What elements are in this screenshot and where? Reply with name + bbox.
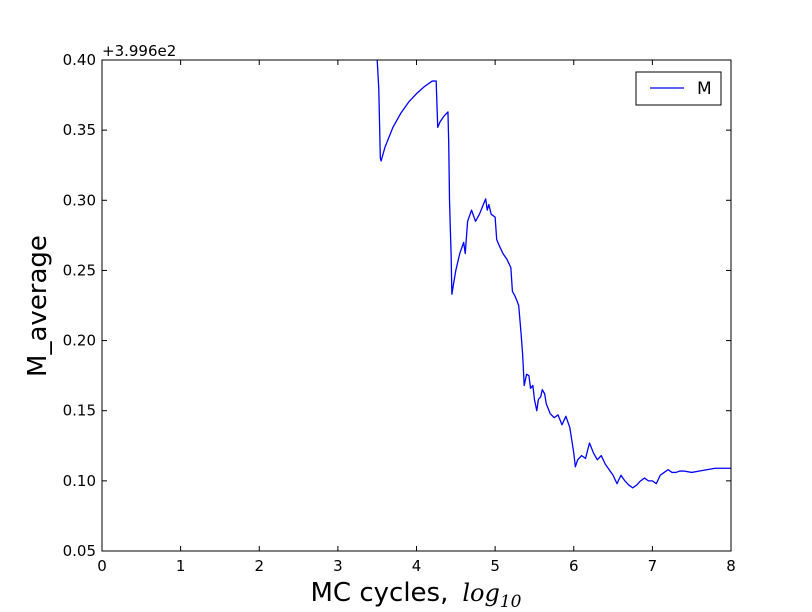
x-axis-label: MC cycles, log10: [311, 578, 522, 612]
y-offset-label: +3.996e2: [102, 42, 176, 60]
x-tick-label: 6: [569, 557, 579, 575]
y-tick-label: 0.10: [63, 472, 96, 490]
x-tick-label: 0: [97, 557, 107, 575]
y-tick-label: 0.40: [63, 51, 96, 69]
x-tick-label: 4: [412, 557, 422, 575]
x-tick-label: 3: [333, 557, 343, 575]
x-tick-label: 1: [176, 557, 186, 575]
x-tick-label: 8: [726, 557, 736, 575]
legend-label-m: M: [697, 79, 712, 99]
plot-area: [102, 60, 731, 551]
series-line-m: [376, 60, 731, 489]
y-tick-label: 0.30: [63, 191, 96, 209]
x-axis-label-math-subscript: 10: [500, 592, 522, 612]
x-axis-label-math: log: [462, 579, 500, 607]
y-tick-label: 0.15: [63, 402, 96, 420]
series-group: [376, 60, 731, 489]
y-tick-label: 0.05: [63, 542, 96, 560]
x-tick-label: 2: [254, 557, 264, 575]
x-tick-label: 7: [648, 557, 658, 575]
legend: M: [635, 71, 722, 106]
plot-frame: [101, 59, 732, 552]
x-tick-label: 5: [490, 557, 500, 575]
y-tick-label: 0.20: [63, 332, 96, 350]
y-tick-label: 0.25: [63, 261, 96, 279]
x-axis-label-text: MC cycles,: [311, 578, 449, 608]
y-axis-label: M_average: [23, 235, 53, 377]
y-tick-label: 0.35: [63, 121, 96, 139]
